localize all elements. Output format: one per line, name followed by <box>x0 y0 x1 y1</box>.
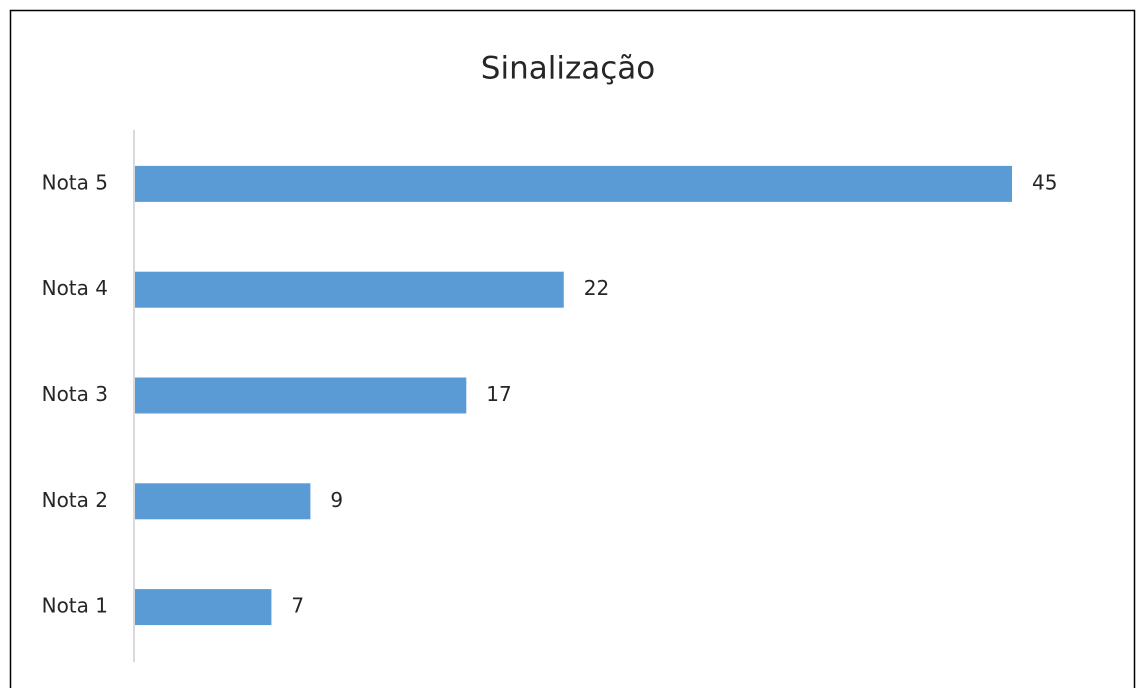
data-label: 7 <box>291 594 304 618</box>
chart-frame <box>9 9 1136 688</box>
data-label: 9 <box>330 488 343 512</box>
bar <box>135 483 311 520</box>
y-tick-label: Nota 5 <box>42 170 108 194</box>
y-tick-label: Nota 3 <box>42 382 108 406</box>
y-tick-label: Nota 1 <box>42 594 108 618</box>
y-tick-label: Nota 2 <box>42 488 108 512</box>
bar <box>135 589 272 626</box>
bar <box>135 165 1012 202</box>
data-label: 22 <box>584 276 609 300</box>
bar <box>135 377 467 414</box>
data-label: 17 <box>486 382 511 406</box>
data-label: 45 <box>1032 170 1057 194</box>
bar <box>135 271 564 308</box>
y-tick-label: Nota 4 <box>42 276 108 300</box>
chart-title: Sinalização <box>481 51 655 87</box>
